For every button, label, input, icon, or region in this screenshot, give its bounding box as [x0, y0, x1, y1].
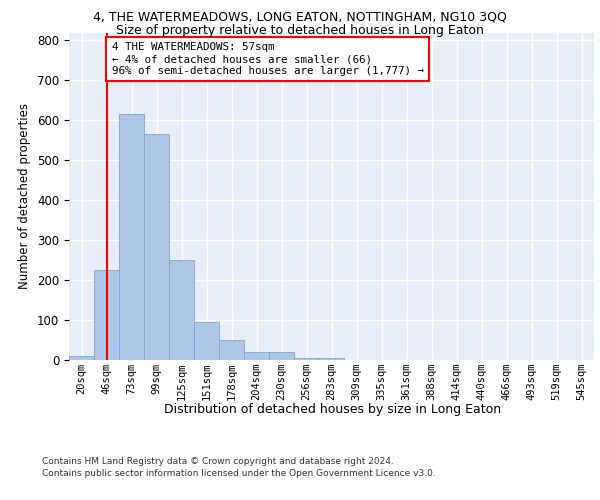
- Bar: [219, 340, 244, 360]
- Y-axis label: Number of detached properties: Number of detached properties: [19, 104, 31, 289]
- Text: Distribution of detached houses by size in Long Eaton: Distribution of detached houses by size …: [164, 402, 502, 415]
- Bar: [319, 358, 344, 360]
- Text: Contains HM Land Registry data © Crown copyright and database right 2024.: Contains HM Land Registry data © Crown c…: [42, 458, 394, 466]
- Bar: [144, 134, 169, 360]
- Bar: [194, 322, 219, 360]
- Text: Size of property relative to detached houses in Long Eaton: Size of property relative to detached ho…: [116, 24, 484, 37]
- Text: 4 THE WATERMEADOWS: 57sqm
← 4% of detached houses are smaller (66)
96% of semi-d: 4 THE WATERMEADOWS: 57sqm ← 4% of detach…: [112, 42, 424, 76]
- Bar: [169, 260, 194, 360]
- Bar: [69, 356, 94, 360]
- Bar: [94, 270, 119, 360]
- Bar: [294, 358, 319, 360]
- Text: 4, THE WATERMEADOWS, LONG EATON, NOTTINGHAM, NG10 3QQ: 4, THE WATERMEADOWS, LONG EATON, NOTTING…: [93, 11, 507, 24]
- Bar: [244, 352, 269, 360]
- Text: Contains public sector information licensed under the Open Government Licence v3: Contains public sector information licen…: [42, 469, 436, 478]
- Bar: [119, 114, 144, 360]
- Bar: [269, 352, 294, 360]
